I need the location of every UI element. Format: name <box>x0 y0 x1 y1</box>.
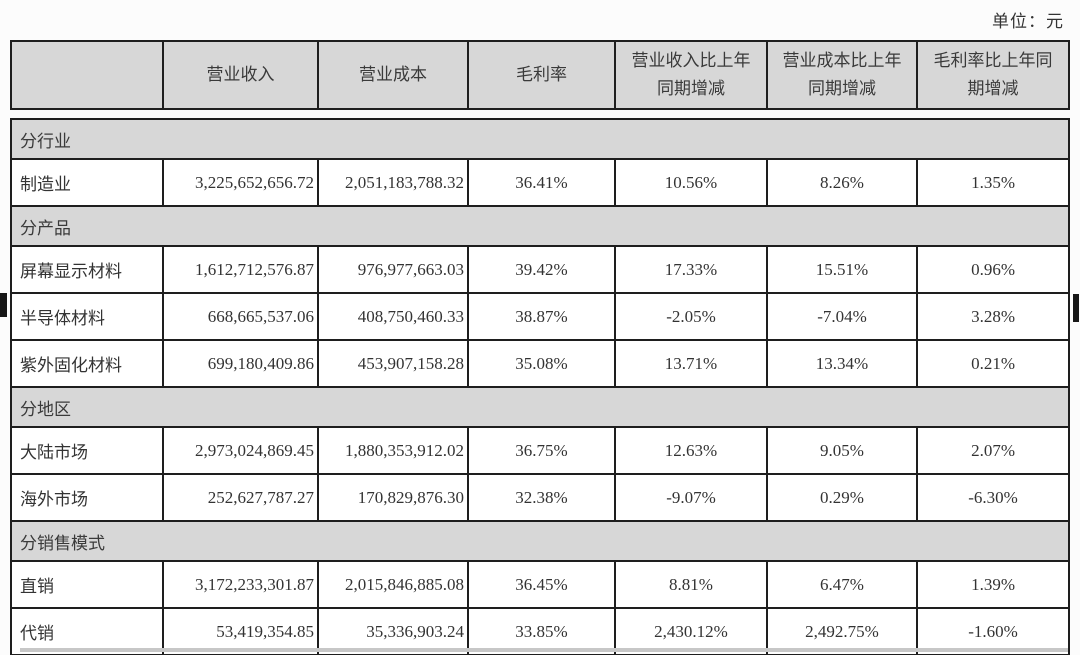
cell-revenue: 3,225,652,656.72 <box>162 158 319 207</box>
cell-revenue: 2,973,024,869.45 <box>162 426 319 475</box>
section-label: 分产品 <box>9 205 1071 247</box>
cell-cost-yoy: 8.26% <box>766 158 918 207</box>
right-crop-mark <box>1073 294 1079 322</box>
cell-revenue-yoy: 2,430.12% <box>614 607 768 655</box>
cell-margin-yoy: 1.35% <box>915 158 1071 207</box>
header-cell-revenue: 营业收入 <box>162 40 319 110</box>
cell-cost: 1,880,353,912.02 <box>317 426 469 475</box>
cell-cost-yoy: 9.05% <box>766 426 918 475</box>
cell-gross-margin: 38.87% <box>467 292 616 341</box>
table-row-semiconductor-materials: 半导体材料 668,665,537.06 408,750,460.33 38.8… <box>10 292 1071 341</box>
cell-revenue-yoy: 13.71% <box>614 339 768 388</box>
cell-margin-yoy: 0.21% <box>915 339 1071 388</box>
row-label: 海外市场 <box>10 473 164 522</box>
section-row-region: 分地区 <box>9 386 1071 428</box>
header-cell-revenue-yoy: 营业收入比上年同期增减 <box>614 40 768 110</box>
cell-gross-margin: 36.75% <box>467 426 616 475</box>
header-cell-empty <box>10 40 164 110</box>
table-row-consignment-sales: 代销 53,419,354.85 35,336,903.24 33.85% 2,… <box>10 607 1071 655</box>
cell-revenue-yoy: 8.81% <box>614 560 768 609</box>
cell-margin-yoy: -6.30% <box>915 473 1071 522</box>
cell-revenue: 3,172,233,301.87 <box>162 560 319 609</box>
row-label: 代销 <box>10 607 164 655</box>
table-row-mainland-market: 大陆市场 2,973,024,869.45 1,880,353,912.02 3… <box>10 426 1071 475</box>
header-cell-cost-yoy: 营业成本比上年同期增减 <box>766 40 918 110</box>
cell-cost-yoy: 15.51% <box>766 245 918 294</box>
cell-cost: 170,829,876.30 <box>317 473 469 522</box>
table-header: 营业收入 营业成本 毛利率 营业收入比上年同期增减 营业成本比上年同期增减 毛利… <box>10 40 1070 110</box>
cell-margin-yoy: 0.96% <box>915 245 1071 294</box>
cell-margin-yoy: 3.28% <box>915 292 1071 341</box>
cell-revenue-yoy: -2.05% <box>614 292 768 341</box>
cell-gross-margin: 35.08% <box>467 339 616 388</box>
header-row: 营业收入 营业成本 毛利率 营业收入比上年同期增减 营业成本比上年同期增减 毛利… <box>10 40 1070 110</box>
row-label: 直销 <box>10 560 164 609</box>
table-row-uv-curable-materials: 紫外固化材料 699,180,409.86 453,907,158.28 35.… <box>10 339 1071 388</box>
cell-revenue: 53,419,354.85 <box>162 607 319 655</box>
cell-gross-margin: 33.85% <box>467 607 616 655</box>
header-cell-margin-yoy: 毛利率比上年同期增减 <box>916 40 1070 110</box>
cell-revenue-yoy: 10.56% <box>614 158 768 207</box>
cell-gross-margin: 36.41% <box>467 158 616 207</box>
cell-revenue: 699,180,409.86 <box>162 339 319 388</box>
cell-revenue-yoy: 12.63% <box>614 426 768 475</box>
cell-cost-yoy: -7.04% <box>766 292 918 341</box>
cell-cost: 2,051,183,788.32 <box>317 158 469 207</box>
cell-gross-margin: 39.42% <box>467 245 616 294</box>
cell-cost-yoy: 0.29% <box>766 473 918 522</box>
row-label: 制造业 <box>10 158 164 207</box>
cell-revenue: 668,665,537.06 <box>162 292 319 341</box>
cell-cost-yoy: 2,492.75% <box>766 607 918 655</box>
section-label: 分地区 <box>9 386 1071 428</box>
cell-cost-yoy: 13.34% <box>766 339 918 388</box>
row-label: 紫外固化材料 <box>10 339 164 388</box>
table-body: 分行业 制造业 3,225,652,656.72 2,051,183,788.3… <box>9 118 1071 655</box>
cell-cost: 2,015,846,885.08 <box>317 560 469 609</box>
cell-revenue-yoy: -9.07% <box>614 473 768 522</box>
left-crop-mark <box>0 293 7 317</box>
cell-revenue-yoy: 17.33% <box>614 245 768 294</box>
row-label: 半导体材料 <box>10 292 164 341</box>
section-label: 分销售模式 <box>9 520 1071 562</box>
table-row-manufacturing: 制造业 3,225,652,656.72 2,051,183,788.32 36… <box>10 158 1071 207</box>
cell-margin-yoy: 1.39% <box>915 560 1071 609</box>
table-row-overseas-market: 海外市场 252,627,787.27 170,829,876.30 32.38… <box>10 473 1071 522</box>
cell-cost: 408,750,460.33 <box>317 292 469 341</box>
cell-revenue: 1,612,712,576.87 <box>162 245 319 294</box>
header-cell-gross-margin: 毛利率 <box>467 40 616 110</box>
section-row-industry: 分行业 <box>9 118 1071 160</box>
row-label: 屏幕显示材料 <box>10 245 164 294</box>
cell-margin-yoy: 2.07% <box>915 426 1071 475</box>
cell-gross-margin: 36.45% <box>467 560 616 609</box>
header-cell-cost: 营业成本 <box>317 40 469 110</box>
cell-cost: 453,907,158.28 <box>317 339 469 388</box>
cell-cost: 35,336,903.24 <box>317 607 469 655</box>
cell-cost-yoy: 6.47% <box>766 560 918 609</box>
section-row-product: 分产品 <box>9 205 1071 247</box>
table-row-direct-sales: 直销 3,172,233,301.87 2,015,846,885.08 36.… <box>10 560 1071 609</box>
cell-margin-yoy: -1.60% <box>915 607 1071 655</box>
section-label: 分行业 <box>9 118 1071 160</box>
cell-cost: 976,977,663.03 <box>317 245 469 294</box>
table-row-display-materials: 屏幕显示材料 1,612,712,576.87 976,977,663.03 3… <box>10 245 1071 294</box>
unit-label: 单位：元 <box>992 12 1064 31</box>
table-bottom-shadow <box>20 648 1068 652</box>
cell-gross-margin: 32.38% <box>467 473 616 522</box>
row-label: 大陆市场 <box>10 426 164 475</box>
section-row-sales-model: 分销售模式 <box>9 520 1071 562</box>
cell-revenue: 252,627,787.27 <box>162 473 319 522</box>
